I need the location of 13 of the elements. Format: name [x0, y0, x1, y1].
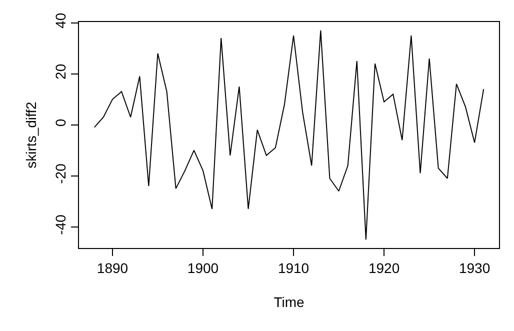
y-axis-title: skirts_diff2 [23, 101, 39, 168]
y-tick-label: -40 [52, 214, 68, 235]
y-tick-label: 40 [52, 12, 68, 28]
y-tick-label: 0 [52, 118, 68, 127]
y-tick-label: 20 [52, 64, 68, 80]
x-tick-label: 1920 [368, 260, 400, 276]
x-tick-label: 1900 [187, 260, 219, 276]
x-tick-label: 1910 [278, 260, 310, 276]
y-tick-label: -20 [52, 163, 68, 184]
x-axis-title: Time [274, 294, 305, 310]
x-tick-label: 1890 [96, 260, 128, 276]
line-series [94, 30, 484, 240]
x-tick-label: 1930 [458, 260, 490, 276]
